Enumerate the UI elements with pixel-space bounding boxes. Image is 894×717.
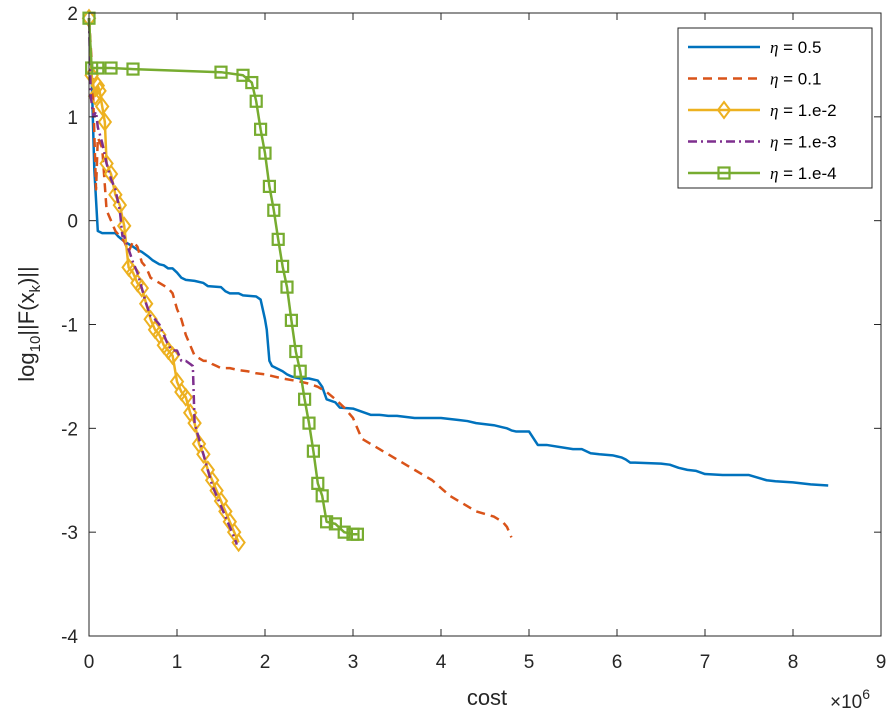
data-point — [271, 232, 285, 246]
data-point — [258, 146, 272, 160]
x-axis-label: cost — [467, 685, 507, 710]
data-point — [92, 81, 107, 101]
data-point — [337, 525, 351, 539]
data-point — [187, 413, 202, 433]
x-tick-label: 0 — [84, 652, 95, 673]
series-group — [87, 18, 239, 546]
x-tick-label: 8 — [788, 652, 799, 673]
x-tick-label: 5 — [524, 652, 535, 673]
series-group — [87, 18, 829, 487]
y-axis-label: log10||F(xk)|| — [14, 266, 44, 382]
data-point — [306, 444, 320, 458]
series-line — [87, 18, 239, 546]
legend-eta: η — [770, 101, 778, 120]
x-tick-label: 1 — [172, 652, 183, 673]
y-tick-label: -4 — [61, 627, 78, 648]
y-label-end: )|| — [14, 266, 39, 285]
legend-eta: η — [770, 70, 778, 89]
y-label-norm: ||F(x — [14, 293, 39, 336]
x-exponent-power: 6 — [862, 686, 870, 702]
data-point — [91, 61, 105, 75]
x-tick-label: 7 — [700, 652, 711, 673]
y-label-subk: k — [27, 285, 44, 293]
y-tick-label: -2 — [61, 419, 78, 440]
data-point — [262, 179, 276, 194]
data-point — [165, 345, 180, 366]
data-point — [315, 489, 329, 503]
data-point — [126, 62, 140, 76]
data-point — [254, 122, 268, 136]
data-point — [328, 517, 342, 531]
legend-eta: η — [770, 38, 778, 57]
data-point — [138, 294, 154, 314]
x-axis-exponent: ×106 — [830, 686, 870, 713]
data-point — [134, 278, 150, 298]
data-point — [298, 392, 312, 406]
data-point — [267, 203, 281, 217]
data-point — [104, 61, 118, 75]
legend-label: η = 1.e-4 — [770, 164, 837, 183]
series-line — [87, 18, 513, 538]
series-group — [81, 8, 246, 553]
series-layer — [81, 8, 829, 553]
x-tick-label: 3 — [348, 652, 359, 673]
series-group — [82, 11, 364, 541]
data-point — [284, 313, 298, 327]
legend-marker — [717, 166, 731, 180]
y-tick-label: 2 — [67, 4, 78, 25]
data-point — [320, 515, 334, 529]
data-point — [280, 280, 294, 294]
legend-label: η = 1.e-2 — [770, 101, 837, 120]
data-point — [236, 68, 250, 82]
legend-eta: η — [770, 164, 778, 183]
y-label-sub10: 10 — [27, 336, 44, 353]
data-point — [231, 532, 246, 553]
y-tick-label: 1 — [67, 108, 78, 129]
data-point — [214, 65, 228, 79]
data-point — [116, 216, 132, 236]
data-point — [293, 364, 307, 378]
data-point — [196, 444, 211, 464]
data-point — [350, 527, 364, 541]
x-exponent-base: ×10 — [830, 692, 862, 713]
legend-value: = 1.e-2 — [778, 101, 836, 120]
legend-box — [677, 27, 873, 189]
legend-value: = 0.1 — [778, 70, 821, 89]
ticks-layer: 0 1 2 3 4 5 6 7 8 9 2 1 0 -1 -2 -3 -4 — [61, 4, 886, 673]
data-point — [97, 112, 113, 132]
series-group — [87, 18, 513, 538]
legend-label: η = 0.1 — [770, 70, 821, 89]
y-tick-label: 0 — [67, 212, 78, 233]
legend-label: η = 1.e-3 — [770, 133, 837, 152]
x-tick-label: 9 — [876, 652, 887, 673]
legend-eta: η — [770, 133, 778, 152]
series-line — [87, 18, 829, 487]
legend: η = 0.5η = 0.1η = 1.e-2η = 1.e-3η = 1.e-… — [677, 27, 873, 189]
series-line — [87, 18, 358, 536]
legend-value: = 0.5 — [778, 38, 821, 57]
y-tick-label: -1 — [61, 316, 78, 337]
data-point — [245, 75, 259, 90]
data-point — [178, 387, 194, 407]
x-tick-label: 6 — [612, 652, 623, 673]
data-point — [289, 344, 303, 359]
legend-label: η = 0.5 — [770, 38, 821, 57]
y-label-log: log — [14, 352, 39, 381]
data-point — [311, 476, 325, 490]
data-point — [94, 96, 110, 117]
legend-value: = 1.e-3 — [778, 133, 836, 152]
data-point — [90, 76, 106, 96]
data-point — [276, 259, 290, 273]
x-tick-label: 2 — [260, 652, 271, 673]
legend-value: = 1.e-4 — [778, 164, 836, 183]
y-tick-label: -3 — [61, 523, 78, 544]
legend-marker — [716, 100, 732, 120]
x-tick-label: 4 — [436, 652, 447, 673]
data-point — [302, 416, 316, 430]
data-point — [249, 94, 263, 108]
